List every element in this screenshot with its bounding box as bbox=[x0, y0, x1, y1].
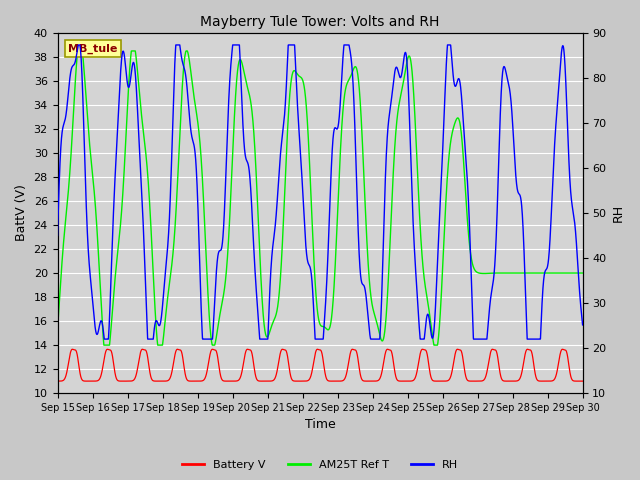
Y-axis label: BattV (V): BattV (V) bbox=[15, 185, 28, 241]
X-axis label: Time: Time bbox=[305, 419, 335, 432]
Title: Mayberry Tule Tower: Volts and RH: Mayberry Tule Tower: Volts and RH bbox=[200, 15, 440, 29]
Text: MB_tule: MB_tule bbox=[68, 44, 117, 54]
Y-axis label: RH: RH bbox=[612, 204, 625, 222]
Legend: Battery V, AM25T Ref T, RH: Battery V, AM25T Ref T, RH bbox=[177, 456, 463, 474]
